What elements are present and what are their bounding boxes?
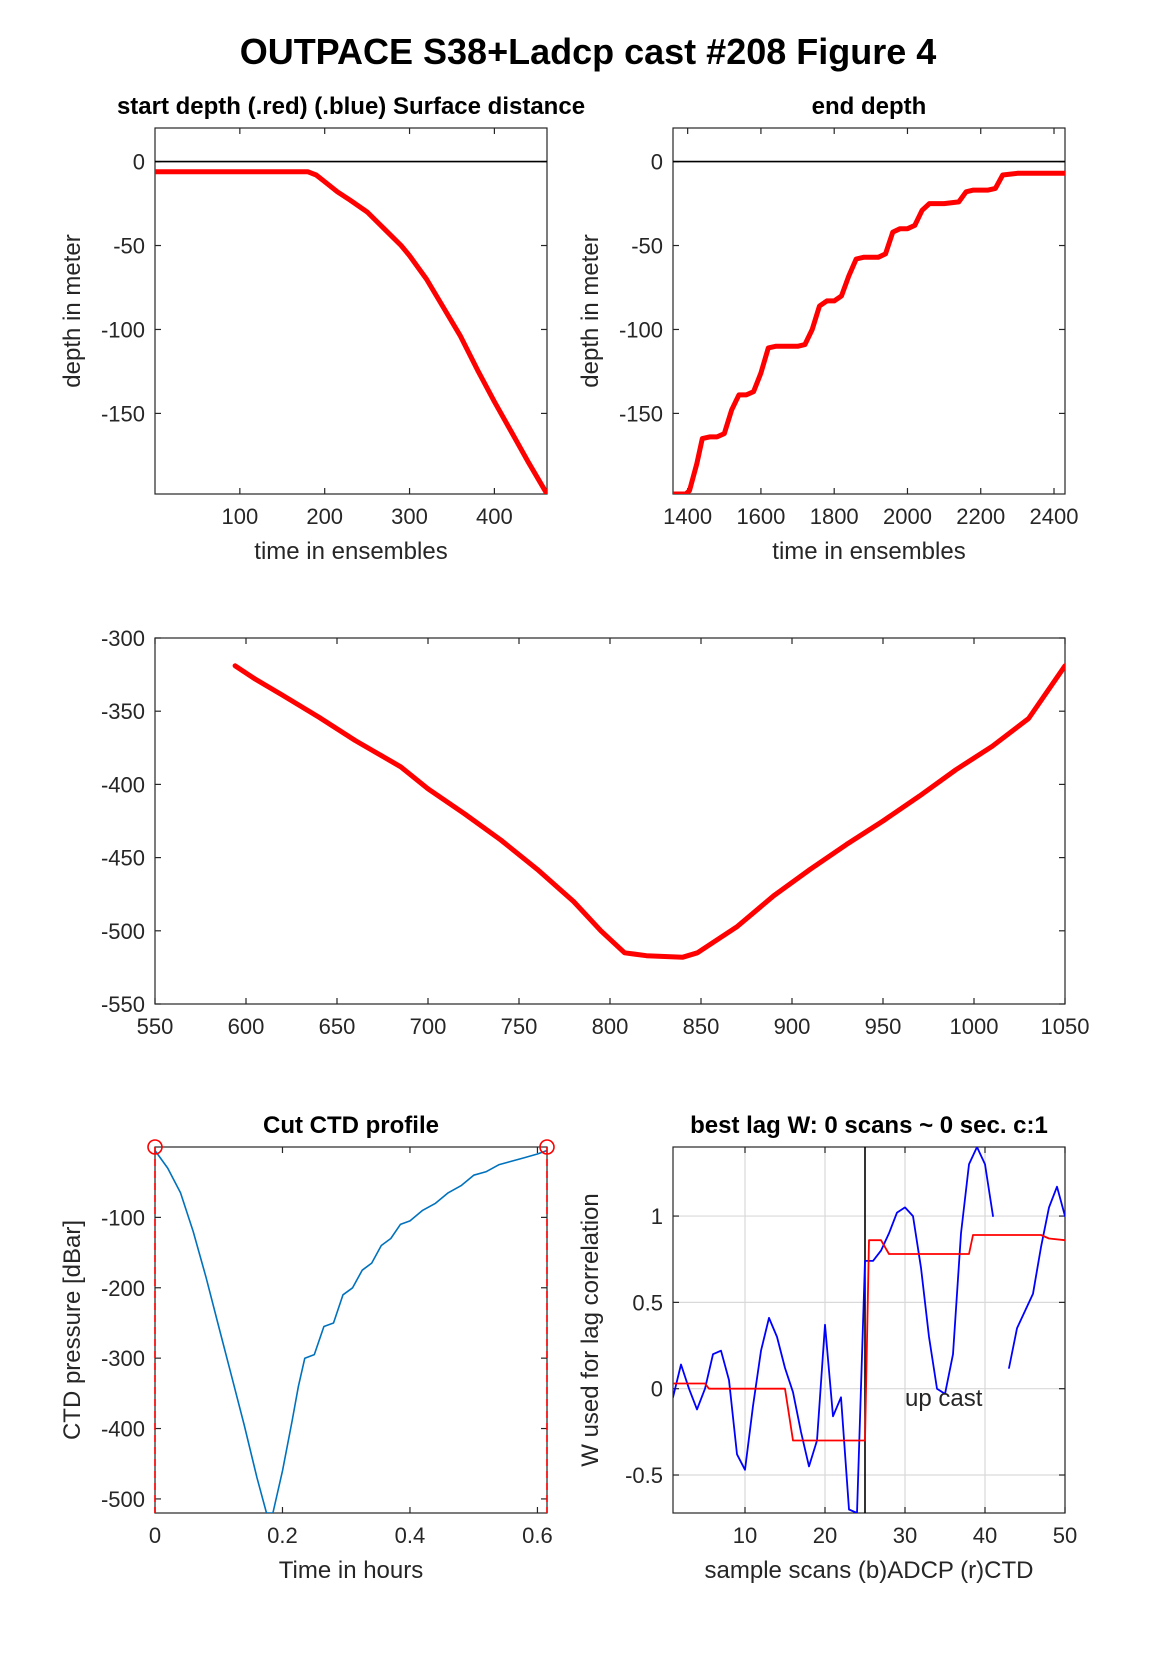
chart-end: 1400 1600 1800 2000 2200 2400 0 -50 -100 -150 end … bbox=[577, 93, 1078, 565]
axes-frame bbox=[672, 1146, 1066, 1514]
xtick-label-8: 950 bbox=[865, 1014, 902, 1039]
xtick-label-3: 400 bbox=[476, 504, 513, 529]
axes-frame bbox=[154, 1146, 548, 1514]
ytick-label-0: -100 bbox=[101, 1205, 145, 1230]
xtick-label-0: 1400 bbox=[663, 504, 712, 529]
series-0-line-0 bbox=[155, 169, 547, 494]
chart-start: 100 200 300 400 0 -50 -100 -150 start depth (.re… bbox=[59, 93, 585, 565]
y-axis-label: W used for lag correlation bbox=[577, 1193, 604, 1466]
axes-frame bbox=[154, 127, 548, 495]
ytick-label-3: -450 bbox=[101, 846, 145, 871]
xtick-label-6: 850 bbox=[683, 1014, 720, 1039]
ytick-label-1: -350 bbox=[101, 699, 145, 724]
axes-frame bbox=[672, 127, 1066, 495]
cut-marker-1 bbox=[539, 1139, 555, 1155]
xtick-label-4: 2200 bbox=[956, 504, 1005, 529]
xtick-label-10: 1050 bbox=[1041, 1014, 1090, 1039]
x-axis-label: time in ensembles bbox=[772, 538, 965, 565]
ytick-label-2: -300 bbox=[101, 1346, 145, 1371]
ytick-label-1: -50 bbox=[113, 234, 145, 259]
xtick-label-1: 0.2 bbox=[267, 1523, 298, 1548]
series-0-line-0 bbox=[232, 663, 1065, 960]
xtick-label-2: 650 bbox=[319, 1014, 356, 1039]
plot-area bbox=[673, 1147, 1065, 1513]
xtick-label-5: 2400 bbox=[1030, 504, 1079, 529]
chart-middle: 550 600 650 700 750 800 850 900 950 1000 1050 -300 -… bbox=[101, 626, 1090, 1039]
series-0-line-0 bbox=[155, 1149, 547, 1513]
series-0-line-0 bbox=[673, 170, 1065, 494]
xtick-label-4: 750 bbox=[501, 1014, 538, 1039]
axes-frame bbox=[154, 637, 1066, 1005]
ytick-label-1: -50 bbox=[631, 234, 663, 259]
xtick-label-2: 0.4 bbox=[395, 1523, 426, 1548]
ytick-label-3: -150 bbox=[619, 401, 663, 426]
y-axis-label: depth in meter bbox=[577, 234, 604, 387]
xtick-label-0: 10 bbox=[733, 1523, 757, 1548]
chart-lag: 10 20 30 40 50 1 0.5 0 -0.5 best lag W: 0 scans ~… bbox=[577, 1112, 1077, 1584]
xtick-label-3: 40 bbox=[973, 1523, 997, 1548]
chart-title: Cut CTD profile bbox=[263, 1112, 439, 1139]
chart-title: end depth bbox=[812, 93, 927, 120]
ytick-label-2: -400 bbox=[101, 772, 145, 797]
xtick-label-7: 900 bbox=[774, 1014, 811, 1039]
xtick-label-0: 0 bbox=[149, 1523, 161, 1548]
ytick-label-0: 0 bbox=[133, 150, 145, 175]
chart-ctd: 0 0.2 0.4 0.6 -100 -200 -300 -400 -500 Cut CTD pr… bbox=[59, 1112, 555, 1584]
series-0-line-1 bbox=[1008, 1185, 1065, 1369]
cut-marker-0 bbox=[147, 1139, 163, 1155]
xtick-label-4: 50 bbox=[1053, 1523, 1077, 1548]
ytick-label-0: -300 bbox=[101, 626, 145, 651]
xtick-label-1: 1600 bbox=[736, 504, 785, 529]
plot-area bbox=[232, 663, 1065, 960]
x-axis-label: sample scans (b)ADCP (r)CTD bbox=[705, 1557, 1034, 1584]
series-1-line-0 bbox=[673, 1234, 1065, 1442]
chart-title: start depth (.red) (.blue) Surface dista… bbox=[117, 93, 585, 120]
ytick-label-1: -200 bbox=[101, 1276, 145, 1301]
ytick-label-0: 0 bbox=[651, 150, 663, 175]
xtick-label-3: 700 bbox=[410, 1014, 447, 1039]
plot-area bbox=[155, 1149, 547, 1513]
ytick-label-4: -500 bbox=[101, 919, 145, 944]
chart-title: best lag W: 0 scans ~ 0 sec. c:1 bbox=[690, 1112, 1048, 1139]
ytick-label-4: -500 bbox=[101, 1487, 145, 1512]
y-axis-label: CTD pressure [dBar] bbox=[59, 1220, 86, 1440]
plot-area bbox=[673, 160, 1065, 494]
xtick-label-0: 100 bbox=[221, 504, 258, 529]
xtick-label-2: 30 bbox=[893, 1523, 917, 1548]
xtick-label-3: 0.6 bbox=[522, 1523, 553, 1548]
figure-title: OUTPACE S38+Ladcp cast #208 Figure 4 bbox=[240, 31, 937, 72]
ytick-label-5: -550 bbox=[101, 992, 145, 1017]
xtick-label-1: 20 bbox=[813, 1523, 837, 1548]
annotation-up-cast: up cast bbox=[905, 1385, 983, 1412]
ytick-label-1: 0.5 bbox=[632, 1290, 663, 1315]
xtick-label-1: 200 bbox=[306, 504, 343, 529]
x-axis-label: time in ensembles bbox=[254, 538, 447, 565]
xtick-label-9: 1000 bbox=[950, 1014, 999, 1039]
plot-area bbox=[155, 160, 547, 494]
ytick-label-0: 1 bbox=[651, 1204, 663, 1229]
y-axis-label: depth in meter bbox=[59, 234, 86, 387]
xtick-label-2: 300 bbox=[391, 504, 428, 529]
xtick-label-3: 2000 bbox=[883, 504, 932, 529]
ytick-label-3: -400 bbox=[101, 1417, 145, 1442]
ytick-label-2: -100 bbox=[619, 317, 663, 342]
x-axis-label: Time in hours bbox=[279, 1557, 424, 1584]
xtick-label-0: 550 bbox=[137, 1014, 174, 1039]
xtick-label-1: 600 bbox=[228, 1014, 265, 1039]
ytick-label-2: 0 bbox=[651, 1377, 663, 1402]
ytick-label-3: -150 bbox=[101, 401, 145, 426]
ytick-label-3: -0.5 bbox=[625, 1463, 663, 1488]
series-0-line-0 bbox=[673, 1147, 994, 1513]
xtick-label-2: 1800 bbox=[810, 504, 859, 529]
xtick-label-5: 800 bbox=[592, 1014, 629, 1039]
ytick-label-2: -100 bbox=[101, 317, 145, 342]
